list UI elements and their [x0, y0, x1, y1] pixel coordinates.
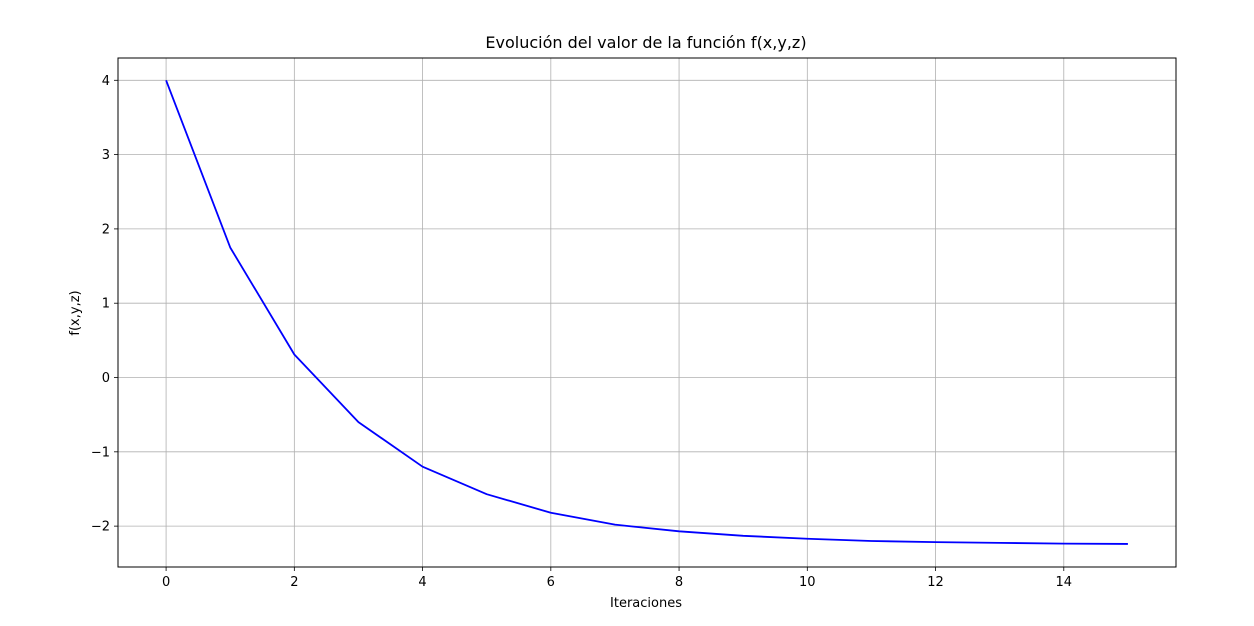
x-tick-label: 10: [799, 575, 816, 590]
y-tick-label: 1: [102, 297, 110, 312]
y-tick-label: 3: [102, 148, 110, 163]
x-tick-label: 14: [1056, 575, 1073, 590]
x-tick-label: 2: [290, 575, 298, 590]
y-axis-ticks: 4 3 2 1 0 −1 −2: [91, 74, 118, 535]
x-tick-label: 4: [418, 575, 426, 590]
x-tick-label: 0: [162, 575, 170, 590]
y-tick-label: 0: [102, 371, 110, 386]
chart-title: Evolución del valor de la función f(x,y,…: [485, 33, 806, 52]
plot-frame: [117, 57, 1177, 568]
grid-lines: [118, 58, 1176, 567]
x-tick-label: 12: [927, 575, 944, 590]
x-tick-label: 8: [675, 575, 683, 590]
x-axis-ticks: 0 2 4 6 8 10 12 14: [162, 567, 1072, 590]
y-tick-label: −2: [91, 520, 110, 535]
y-tick-label: 2: [102, 222, 110, 237]
y-tick-label: −1: [91, 445, 110, 460]
y-tick-label: 4: [102, 74, 110, 89]
series-group: [165, 79, 1128, 545]
x-axis-label: Iteraciones: [610, 596, 682, 611]
y-axis-label: f(x,y,z): [68, 290, 83, 335]
series-line: [165, 79, 1128, 545]
x-tick-label: 6: [547, 575, 555, 590]
